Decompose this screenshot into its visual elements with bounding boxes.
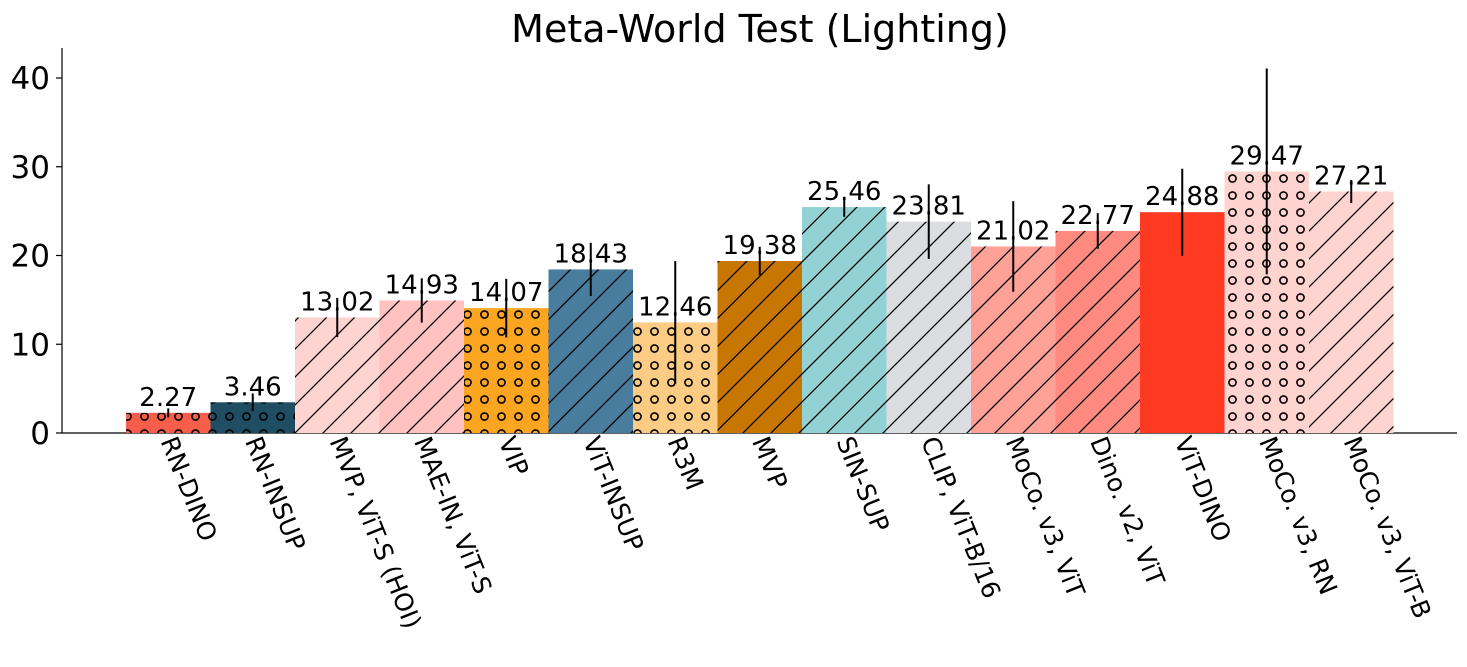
category-label: MAE-IN, ViT-S xyxy=(408,432,497,598)
value-label: 21.02 xyxy=(976,216,1050,246)
value-label: 27.21 xyxy=(1314,162,1388,192)
bar xyxy=(126,412,211,433)
value-label: 29.47 xyxy=(1230,141,1304,171)
category-label: ViT-DINO xyxy=(1169,432,1237,545)
bar xyxy=(1055,230,1140,433)
category-label: CLIP, ViT-B/16 xyxy=(915,432,1006,602)
category-label: MoCo. v3, ViT-B xyxy=(1338,432,1437,622)
category-label: ViT-INSUP xyxy=(577,432,649,555)
value-label: 3.46 xyxy=(224,372,282,402)
value-label: 18.43 xyxy=(554,239,628,269)
value-label: 24.88 xyxy=(1145,182,1219,212)
category-label: RN-DINO xyxy=(155,432,223,545)
category-label: MVP, ViT-S (HOI) xyxy=(324,432,427,632)
value-label: 13.02 xyxy=(300,287,374,317)
category-label: SIN-SUP xyxy=(831,432,895,536)
y-ticks: 0 10 20 30 40 xyxy=(11,61,62,452)
bar xyxy=(1309,191,1394,433)
category-label: VIP xyxy=(493,432,535,480)
value-label: 25.46 xyxy=(807,177,881,207)
bar xyxy=(802,207,887,433)
category-label: RN-INSUP xyxy=(239,432,311,555)
y-tick-label: 0 xyxy=(30,416,50,452)
bar xyxy=(717,261,802,433)
category-label: MVP xyxy=(746,432,793,493)
error-bars xyxy=(167,68,1353,418)
bar xyxy=(548,269,633,433)
category-label: Dino. v2, ViT xyxy=(1084,432,1170,590)
value-label: 12.46 xyxy=(638,292,712,322)
category-label: MoCo. v3, RN xyxy=(1253,432,1343,598)
value-label: 14.07 xyxy=(469,278,543,308)
y-tick-label: 40 xyxy=(11,61,50,97)
category-label: MoCo. v3, ViT xyxy=(1000,432,1091,602)
value-labels: 2.27 3.46 13.02 14.93 14.07 18.43 12.46 19.38 25… xyxy=(139,141,1388,412)
category-label: R3M xyxy=(662,432,709,494)
value-label: 22.77 xyxy=(1061,201,1135,231)
chart-title: Meta-World Test (Lighting) xyxy=(511,7,1009,51)
bars xyxy=(126,171,1394,434)
value-label: 19.38 xyxy=(723,231,797,261)
value-label: 23.81 xyxy=(892,192,966,222)
y-tick-label: 10 xyxy=(11,327,50,363)
value-label: 14.93 xyxy=(385,270,459,300)
category-labels: RN-DINO RN-INSUP MVP, ViT-S (HOI)MAE-IN, V… xyxy=(155,432,1437,632)
y-tick-label: 20 xyxy=(11,239,50,275)
value-label: 2.27 xyxy=(139,383,197,413)
y-tick-label: 30 xyxy=(11,150,50,186)
